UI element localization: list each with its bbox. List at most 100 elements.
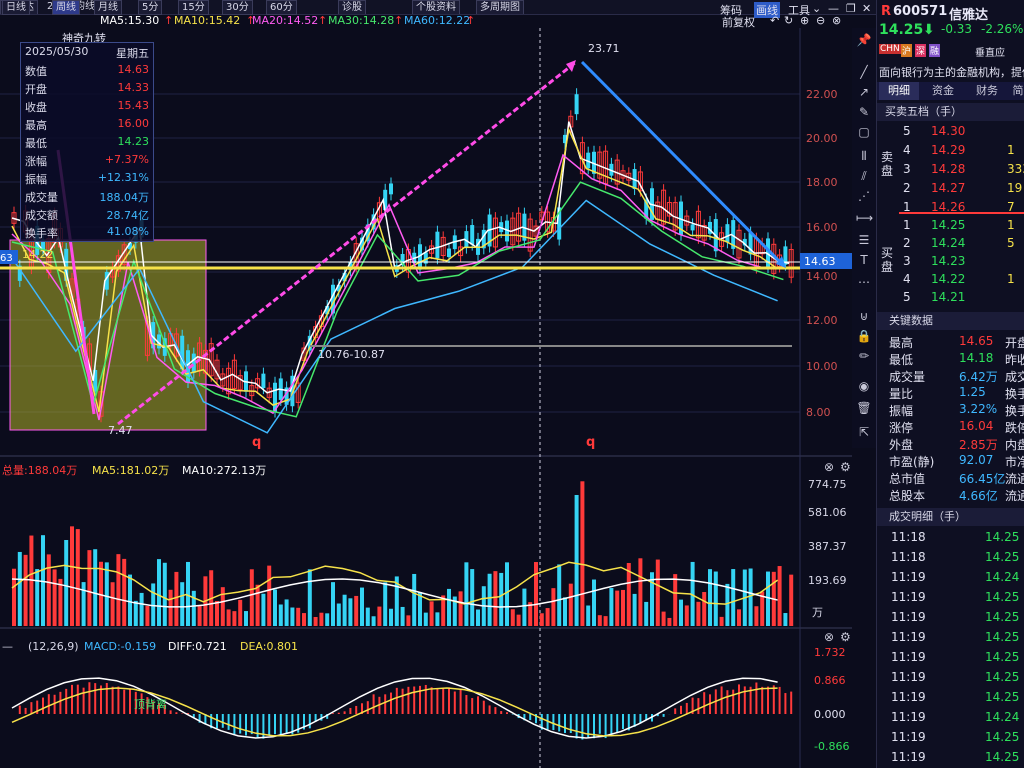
trade-row[interactable]: 11:18 14.25 — [877, 550, 1024, 566]
tab-5min[interactable]: 5分 — [138, 0, 163, 15]
measure-tool-icon[interactable]: ⟼ — [856, 211, 874, 225]
volume-bar — [104, 562, 109, 626]
tab-daily[interactable]: 日线 — [2, 0, 30, 15]
buy-level[interactable]: 2 14.24 5 — [877, 236, 1024, 252]
pen-tool-icon[interactable]: ✎ — [858, 105, 870, 119]
keydata-row[interactable]: 最高 14.65 开盘 — [877, 334, 1024, 350]
ray-tool-icon[interactable]: ↗ — [858, 85, 870, 99]
trade-row[interactable]: 11:19 14.25 — [877, 630, 1024, 646]
macd-settings-icon[interactable]: ⚙ — [840, 630, 851, 644]
keydata-row[interactable]: 市盈(静) 92.07 市净 — [877, 453, 1024, 469]
tab-monthly[interactable]: 月线 — [94, 0, 122, 15]
keydata-row[interactable]: 量比 1.25 换手 — [877, 385, 1024, 401]
close-panel-icon[interactable]: ⊗ — [832, 14, 842, 27]
keydata-row[interactable]: 总市值 66.45亿 流通 — [877, 470, 1024, 486]
macd-collapse-icon[interactable]: — — [2, 640, 13, 653]
buy-level[interactable]: 3 14.23 — [877, 254, 1024, 270]
line-tool-icon[interactable]: ╱ — [860, 65, 868, 79]
eye-icon[interactable]: ◉ — [858, 379, 870, 393]
trade-row[interactable]: 11:19 14.25 — [877, 690, 1024, 706]
sell-level[interactable]: 4 14.29 1 — [877, 143, 1024, 159]
keydata-row[interactable]: 振幅 3.22% 换手 — [877, 402, 1024, 418]
draw-line-button[interactable]: 画线 — [754, 2, 780, 18]
restore-icon[interactable]: ❐ — [846, 2, 856, 15]
trade-row[interactable]: 11:19 14.24 — [877, 710, 1024, 726]
trade-row[interactable]: 11:18 14.25 — [877, 530, 1024, 546]
sell-level[interactable]: 2 14.27 19 — [877, 181, 1024, 197]
more-tools-icon[interactable]: ⋯ — [858, 275, 870, 289]
trade-row[interactable]: 11:19 14.25 — [877, 590, 1024, 606]
macd-params: (12,26,9) — [28, 640, 79, 653]
menu-multi-period[interactable]: 多周期图 — [476, 0, 524, 14]
key-value: 2.85万 — [959, 438, 998, 452]
buy-level[interactable]: 4 14.22 1 — [877, 272, 1024, 288]
tab-15min[interactable]: 15分 — [178, 0, 209, 15]
trade-row[interactable]: 11:19 14.24 — [877, 570, 1024, 586]
uptrend-line — [117, 60, 577, 426]
top-toolbar: 信雅达 2 ⌃ 均线 日线 多周期图 个股资料 诊股 — [0, 0, 876, 15]
info-value: +7.37% — [104, 153, 149, 166]
menu-diagnose[interactable]: 诊股 — [338, 0, 366, 14]
volume-settings-icon[interactable]: ⚙ — [840, 460, 851, 474]
trash-icon[interactable]: 🗑 — [856, 401, 872, 415]
export-icon[interactable]: ⇱ — [858, 425, 870, 439]
macd-bar — [540, 714, 543, 730]
lock-icon[interactable]: 🔒 — [856, 329, 872, 343]
tab-more[interactable]: 简 — [1012, 84, 1024, 97]
sell-level[interactable]: 1 14.26 7 — [877, 200, 1024, 216]
macd-close-icon[interactable]: ⊗ — [824, 630, 834, 644]
tab-30min[interactable]: 30分 — [222, 0, 253, 15]
magnet-icon[interactable]: ⊍ — [859, 309, 869, 323]
pin-icon[interactable]: 📌 — [856, 33, 872, 47]
volume-bar — [568, 583, 573, 626]
redo-icon[interactable]: ↻ — [784, 14, 794, 27]
zoom-in-icon[interactable]: ⊕ — [800, 14, 810, 27]
ma20-label: MA20:14.52 — [252, 14, 319, 27]
chart-area[interactable]: 22.0020.0018.0016.0014.0012.0010.008.00 … — [0, 28, 852, 768]
bars-tool-icon[interactable]: ⦀ — [861, 149, 867, 163]
zoom-out-icon[interactable]: ⊖ — [816, 14, 826, 27]
tools-button[interactable]: 工具 — [788, 4, 810, 17]
volume-bar — [342, 594, 347, 626]
volume-bar — [331, 582, 335, 626]
trade-row[interactable]: 11:19 14.25 — [877, 730, 1024, 746]
tab-60min[interactable]: 60分 — [266, 0, 297, 15]
fuquan-label[interactable]: 前复权 — [722, 16, 755, 29]
fib-tool-icon[interactable]: ☰ — [858, 233, 870, 247]
shape-tool-icon[interactable]: ▢ — [858, 125, 870, 139]
trade-row[interactable]: 11:19 14.25 — [877, 650, 1024, 666]
key-name: 总股本 — [889, 489, 926, 503]
buy-level[interactable]: 5 14.21 — [877, 290, 1024, 306]
undo-icon[interactable]: ↶ — [770, 14, 780, 27]
keydata-row[interactable]: 涨停 16.04 跌停 — [877, 419, 1024, 435]
info-key: 换手率 — [25, 227, 58, 240]
keydata-row[interactable]: 最低 14.18 昨收 — [877, 351, 1024, 367]
left-marker-label: 63 — [0, 253, 13, 264]
trade-row[interactable]: 11:19 14.25 — [877, 750, 1024, 766]
fan-tool-icon[interactable]: ⋰ — [858, 189, 870, 203]
edit-icon[interactable]: ✏ — [858, 349, 870, 363]
volume-close-icon[interactable]: ⊗ — [824, 460, 834, 474]
chips-button[interactable]: 筹码 — [720, 4, 742, 17]
minimize-icon[interactable]: — — [828, 2, 839, 15]
keydata-row[interactable]: 外盘 2.85万 内盘 — [877, 436, 1024, 452]
keydata-row[interactable]: 总股本 4.66亿 流通 — [877, 487, 1024, 503]
sell-level[interactable]: 5 14.30 — [877, 124, 1024, 140]
menu-stock-info[interactable]: 个股资料 — [412, 0, 460, 14]
close-icon[interactable]: ✕ — [862, 2, 872, 15]
tab-finance[interactable]: 财务 — [976, 84, 998, 97]
trade-row[interactable]: 11:19 14.25 — [877, 670, 1024, 686]
candle-body — [64, 248, 69, 281]
tab-weekly[interactable]: 周线 — [52, 0, 80, 15]
text-tool-icon[interactable]: T — [860, 253, 868, 267]
channel-tool-icon[interactable]: ⫽ — [861, 169, 867, 183]
macd-bar — [593, 714, 595, 739]
tab-funds[interactable]: 资金 — [932, 84, 954, 97]
trade-row[interactable]: 11:19 14.25 — [877, 610, 1024, 626]
keydata-row[interactable]: 成交量 6.42万 成交 — [877, 368, 1024, 384]
chevron-down-icon[interactable]: ⌄ — [812, 2, 822, 15]
tab-detail[interactable]: 明细 — [879, 82, 919, 100]
sell-level[interactable]: 3 14.28 333 — [877, 162, 1024, 178]
buy-level[interactable]: 1 14.25 1 — [877, 218, 1024, 234]
left-marker-box — [0, 250, 18, 264]
